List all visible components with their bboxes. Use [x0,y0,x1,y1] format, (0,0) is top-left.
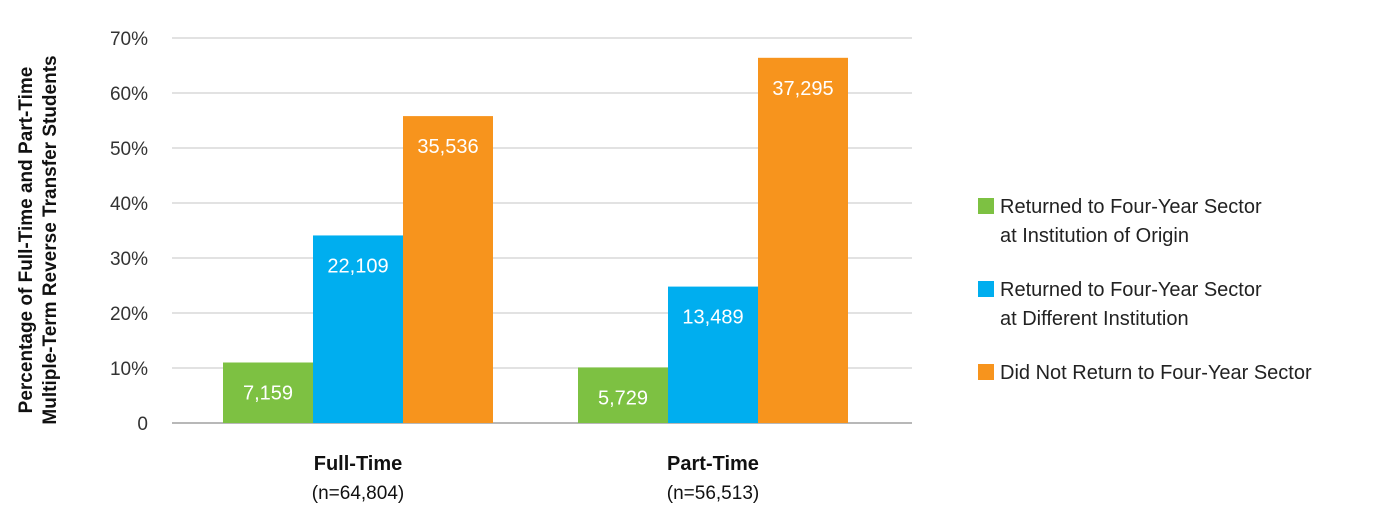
bar [313,235,403,423]
x-category-label: Part-Time [667,453,759,475]
y-tick-label: 10% [110,359,148,380]
bar [403,116,493,423]
bar [578,367,668,423]
x-category-label: Full-Time [314,453,403,475]
data-label: 22,109 [327,255,388,277]
y-axis-title: Percentage of Full-Time and Part-Time Mul… [16,55,61,424]
legend-swatch [978,198,994,214]
y-tick-label: 70% [110,29,148,50]
legend-swatch [978,364,994,380]
data-label: 5,729 [598,387,648,409]
bar [758,57,848,424]
legend-label: Returned to Four-Year Sector [1000,279,1262,301]
y-tick-label: 20% [110,304,148,325]
y-tick-label: 60% [110,84,148,105]
bar [668,286,758,423]
legend: Returned to Four-Year Sector at Instituti… [978,196,1312,384]
y-axis-title-group: Percentage of Full-Time and Part-Time Mul… [16,55,61,424]
legend-label: Returned to Four-Year Sector [1000,196,1262,218]
labels-layer: 7,159 5,729 22,109 13,489 35,536 37,295 Full-T… [243,78,834,504]
bars-layer [223,57,848,424]
y-tick-label: 40% [110,194,148,215]
data-label: 7,159 [243,383,293,405]
legend-label: at Institution of Origin [1000,225,1189,247]
bar [223,362,313,423]
x-category-sublabel: (n=56,513) [667,483,759,504]
data-label: 13,489 [682,307,743,329]
y-axis-title-line: Multiple-Term Reverse Transfer Students [40,55,61,424]
x-category-sublabel: (n=64,804) [312,483,404,504]
legend-swatch [978,281,994,297]
y-tick-label: 50% [110,139,148,160]
y-tick-label: 30% [110,249,148,270]
data-label: 37,295 [772,78,833,100]
data-label: 35,536 [417,136,478,158]
legend-label: Did Not Return to Four-Year Sector [1000,362,1312,384]
y-axis-title-line: Percentage of Full-Time and Part-Time [16,67,37,414]
legend-label: at Different Institution [1000,308,1189,330]
y-tick-label: 0 [137,414,148,435]
